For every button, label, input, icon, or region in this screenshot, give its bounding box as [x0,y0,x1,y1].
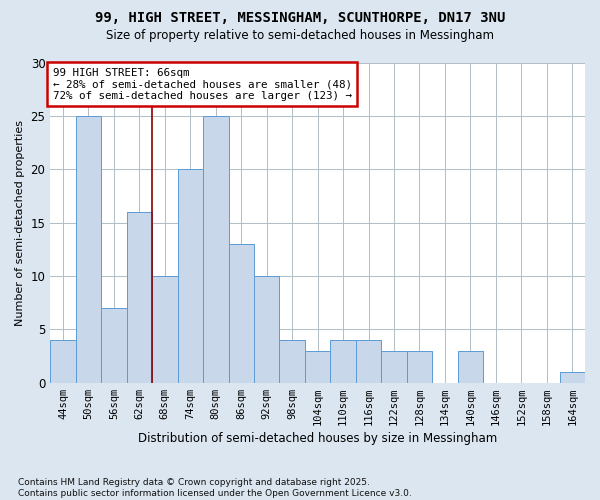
Bar [203,116,229,382]
Bar [229,244,254,382]
Text: Size of property relative to semi-detached houses in Messingham: Size of property relative to semi-detach… [106,29,494,42]
Bar [76,116,101,382]
Text: Contains HM Land Registry data © Crown copyright and database right 2025.
Contai: Contains HM Land Registry data © Crown c… [18,478,412,498]
Bar [305,350,331,382]
Bar [101,308,127,382]
Bar [560,372,585,382]
Text: 99 HIGH STREET: 66sqm
← 28% of semi-detached houses are smaller (48)
72% of semi: 99 HIGH STREET: 66sqm ← 28% of semi-deta… [53,68,352,101]
Bar [254,276,280,382]
Y-axis label: Number of semi-detached properties: Number of semi-detached properties [15,120,25,326]
Bar [356,340,382,382]
Bar [50,340,76,382]
Bar [331,340,356,382]
Bar [458,350,483,382]
Bar [127,212,152,382]
Bar [178,169,203,382]
Bar [382,350,407,382]
Text: 99, HIGH STREET, MESSINGHAM, SCUNTHORPE, DN17 3NU: 99, HIGH STREET, MESSINGHAM, SCUNTHORPE,… [95,11,505,25]
Bar [152,276,178,382]
X-axis label: Distribution of semi-detached houses by size in Messingham: Distribution of semi-detached houses by … [138,432,497,445]
Bar [280,340,305,382]
Bar [407,350,432,382]
